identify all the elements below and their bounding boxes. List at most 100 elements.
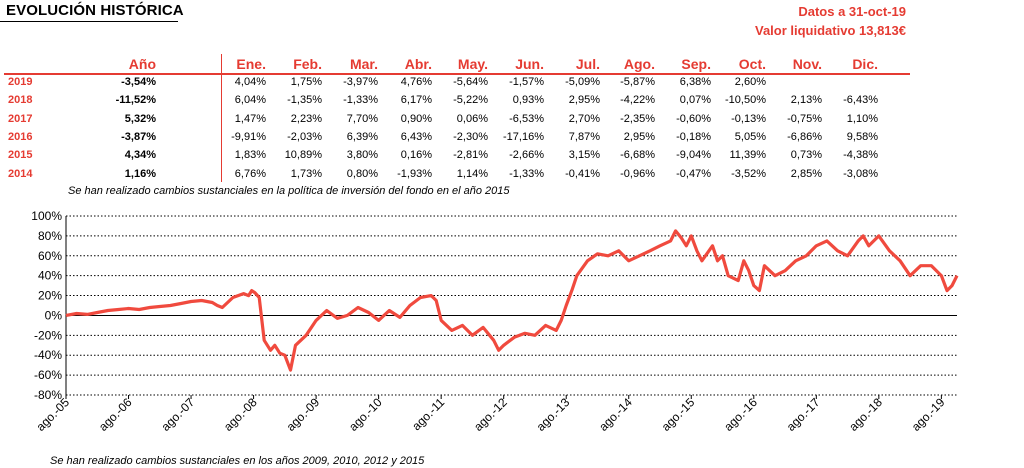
monthly-return-cell: -6,68%	[620, 149, 655, 162]
monthly-return-cell: -6,43%	[843, 94, 878, 107]
monthly-return-cell: 1,10%	[846, 112, 878, 125]
y-tick-label: 60%	[38, 249, 62, 263]
x-tick-label: ago.-11	[409, 395, 447, 433]
column-header-month: Sep.	[681, 56, 711, 72]
monthly-return-cell: 0,16%	[400, 149, 432, 162]
monthly-return-cell: 0,93%	[512, 94, 544, 107]
monthly-return-cell: -1,35%	[287, 94, 322, 107]
x-tick-label: ago.-16	[721, 395, 760, 434]
monthly-return-cell: -3,08%	[843, 167, 878, 180]
row-annual-return: 4,34%	[124, 149, 156, 162]
x-tick-label: ago.-17	[784, 395, 823, 434]
x-tick-label: ago.-06	[96, 395, 135, 434]
column-header-month: Ene.	[236, 56, 266, 72]
monthly-return-cell: 4,04%	[234, 76, 266, 88]
data-date: Datos a 31-oct-19	[798, 4, 906, 19]
monthly-return-cell: 4,76%	[400, 76, 432, 88]
monthly-return-cell: 5,05%	[734, 130, 766, 143]
monthly-return-cell: 2,60%	[734, 76, 766, 88]
column-header-month: Feb.	[293, 56, 322, 72]
row-year-label: 2016	[8, 130, 33, 143]
monthly-return-cell: 1,47%	[234, 112, 266, 125]
monthly-return-cell: 2,70%	[568, 112, 600, 125]
monthly-return-cell: 6,38%	[679, 76, 711, 88]
monthly-return-cell: -0,47%	[676, 167, 711, 180]
row-annual-return: 1,16%	[124, 167, 156, 180]
monthly-return-cell: 10,89%	[284, 149, 322, 162]
monthly-return-cell: 0,90%	[400, 112, 432, 125]
x-tick-label: ago.-15	[659, 395, 698, 434]
monthly-return-cell: -2,35%	[620, 112, 655, 125]
column-header-month: Jun.	[515, 56, 544, 72]
table-column-divider	[221, 54, 222, 182]
monthly-return-cell: 2,13%	[790, 94, 822, 107]
monthly-return-cell: 0,07%	[679, 94, 711, 107]
performance-series-line	[65, 229, 959, 372]
chart-note: Se han realizado cambios sustanciales en…	[50, 455, 425, 467]
monthly-return-cell: 6,04%	[234, 94, 266, 107]
y-tick-label: 40%	[38, 269, 62, 283]
row-year-label: 2014	[8, 167, 33, 180]
monthly-return-cell: -4,38%	[843, 149, 878, 162]
monthly-return-cell: -1,57%	[509, 76, 544, 88]
monthly-return-cell: 0,80%	[346, 167, 378, 180]
monthly-return-cell: 3,15%	[568, 149, 600, 162]
monthly-return-cell: 1,75%	[290, 76, 322, 88]
monthly-return-cell: 0,06%	[456, 112, 488, 125]
y-tick-label: 80%	[38, 229, 62, 243]
column-header-year: Año	[128, 56, 156, 72]
monthly-return-cell: -17,16%	[503, 130, 544, 143]
monthly-return-cell: -3,97%	[343, 76, 378, 88]
row-annual-return: -3,87%	[121, 130, 156, 143]
x-tick-label: ago.-19	[909, 395, 948, 434]
monthly-return-cell: 7,87%	[568, 130, 600, 143]
title-underline	[0, 21, 178, 22]
monthly-return-cell: -0,60%	[676, 112, 711, 125]
monthly-return-cell: 2,95%	[623, 130, 655, 143]
monthly-return-cell: -0,96%	[620, 167, 655, 180]
row-year-label: 2019	[8, 76, 33, 88]
y-tick-label: 100%	[31, 209, 62, 223]
row-annual-return: -11,52%	[115, 94, 156, 107]
monthly-return-cell: -0,75%	[787, 112, 822, 125]
monthly-return-cell: 6,76%	[234, 167, 266, 180]
net-asset-value: Valor liquidativo 13,813€	[754, 23, 906, 38]
column-header-month: Ago.	[623, 56, 655, 72]
x-tick-label: ago.-13	[534, 395, 573, 434]
x-tick-label: ago.-09	[284, 395, 323, 434]
row-year-label: 2015	[8, 149, 33, 162]
x-tick-label: ago.-18	[846, 395, 885, 434]
row-annual-return: 5,32%	[124, 112, 156, 125]
monthly-return-cell: 6,43%	[400, 130, 432, 143]
y-tick-label: -20%	[34, 328, 62, 342]
monthly-return-cell: -2,81%	[453, 149, 488, 162]
monthly-return-cell: -5,64%	[453, 76, 488, 88]
monthly-return-cell: 3,80%	[346, 149, 378, 162]
table-note: Se han realizado cambios sustanciales en…	[68, 185, 510, 197]
monthly-return-cell: -0,18%	[676, 130, 711, 143]
x-tick-label: ago.-08	[221, 395, 260, 434]
page-title: EVOLUCIÓN HISTÓRICA	[6, 2, 184, 19]
x-tick-label: ago.-07	[158, 395, 197, 434]
monthly-return-cell: -0,41%	[565, 167, 600, 180]
monthly-return-cell: 1,14%	[456, 167, 488, 180]
row-year-label: 2017	[8, 112, 33, 125]
x-tick-label: ago.-14	[596, 395, 635, 434]
row-annual-return: -3,54%	[121, 76, 156, 88]
monthly-return-cell: 9,58%	[846, 130, 878, 143]
column-header-month: May.	[457, 56, 488, 72]
monthly-return-cell: -3,52%	[731, 167, 766, 180]
column-header-month: Nov.	[792, 56, 822, 72]
y-tick-label: 0%	[45, 308, 63, 322]
y-tick-label: -40%	[34, 348, 62, 362]
column-header-month: Jul.	[575, 56, 600, 72]
column-header-month: Abr.	[404, 56, 432, 72]
column-header-month: Dic.	[852, 56, 878, 72]
row-year-label: 2018	[8, 94, 33, 107]
monthly-return-cell: -5,22%	[453, 94, 488, 107]
monthly-return-cell: -9,91%	[231, 130, 266, 143]
monthly-return-cell: 2,95%	[568, 94, 600, 107]
monthly-return-cell: -10,50%	[725, 94, 766, 107]
monthly-return-cell: -4,22%	[620, 94, 655, 107]
